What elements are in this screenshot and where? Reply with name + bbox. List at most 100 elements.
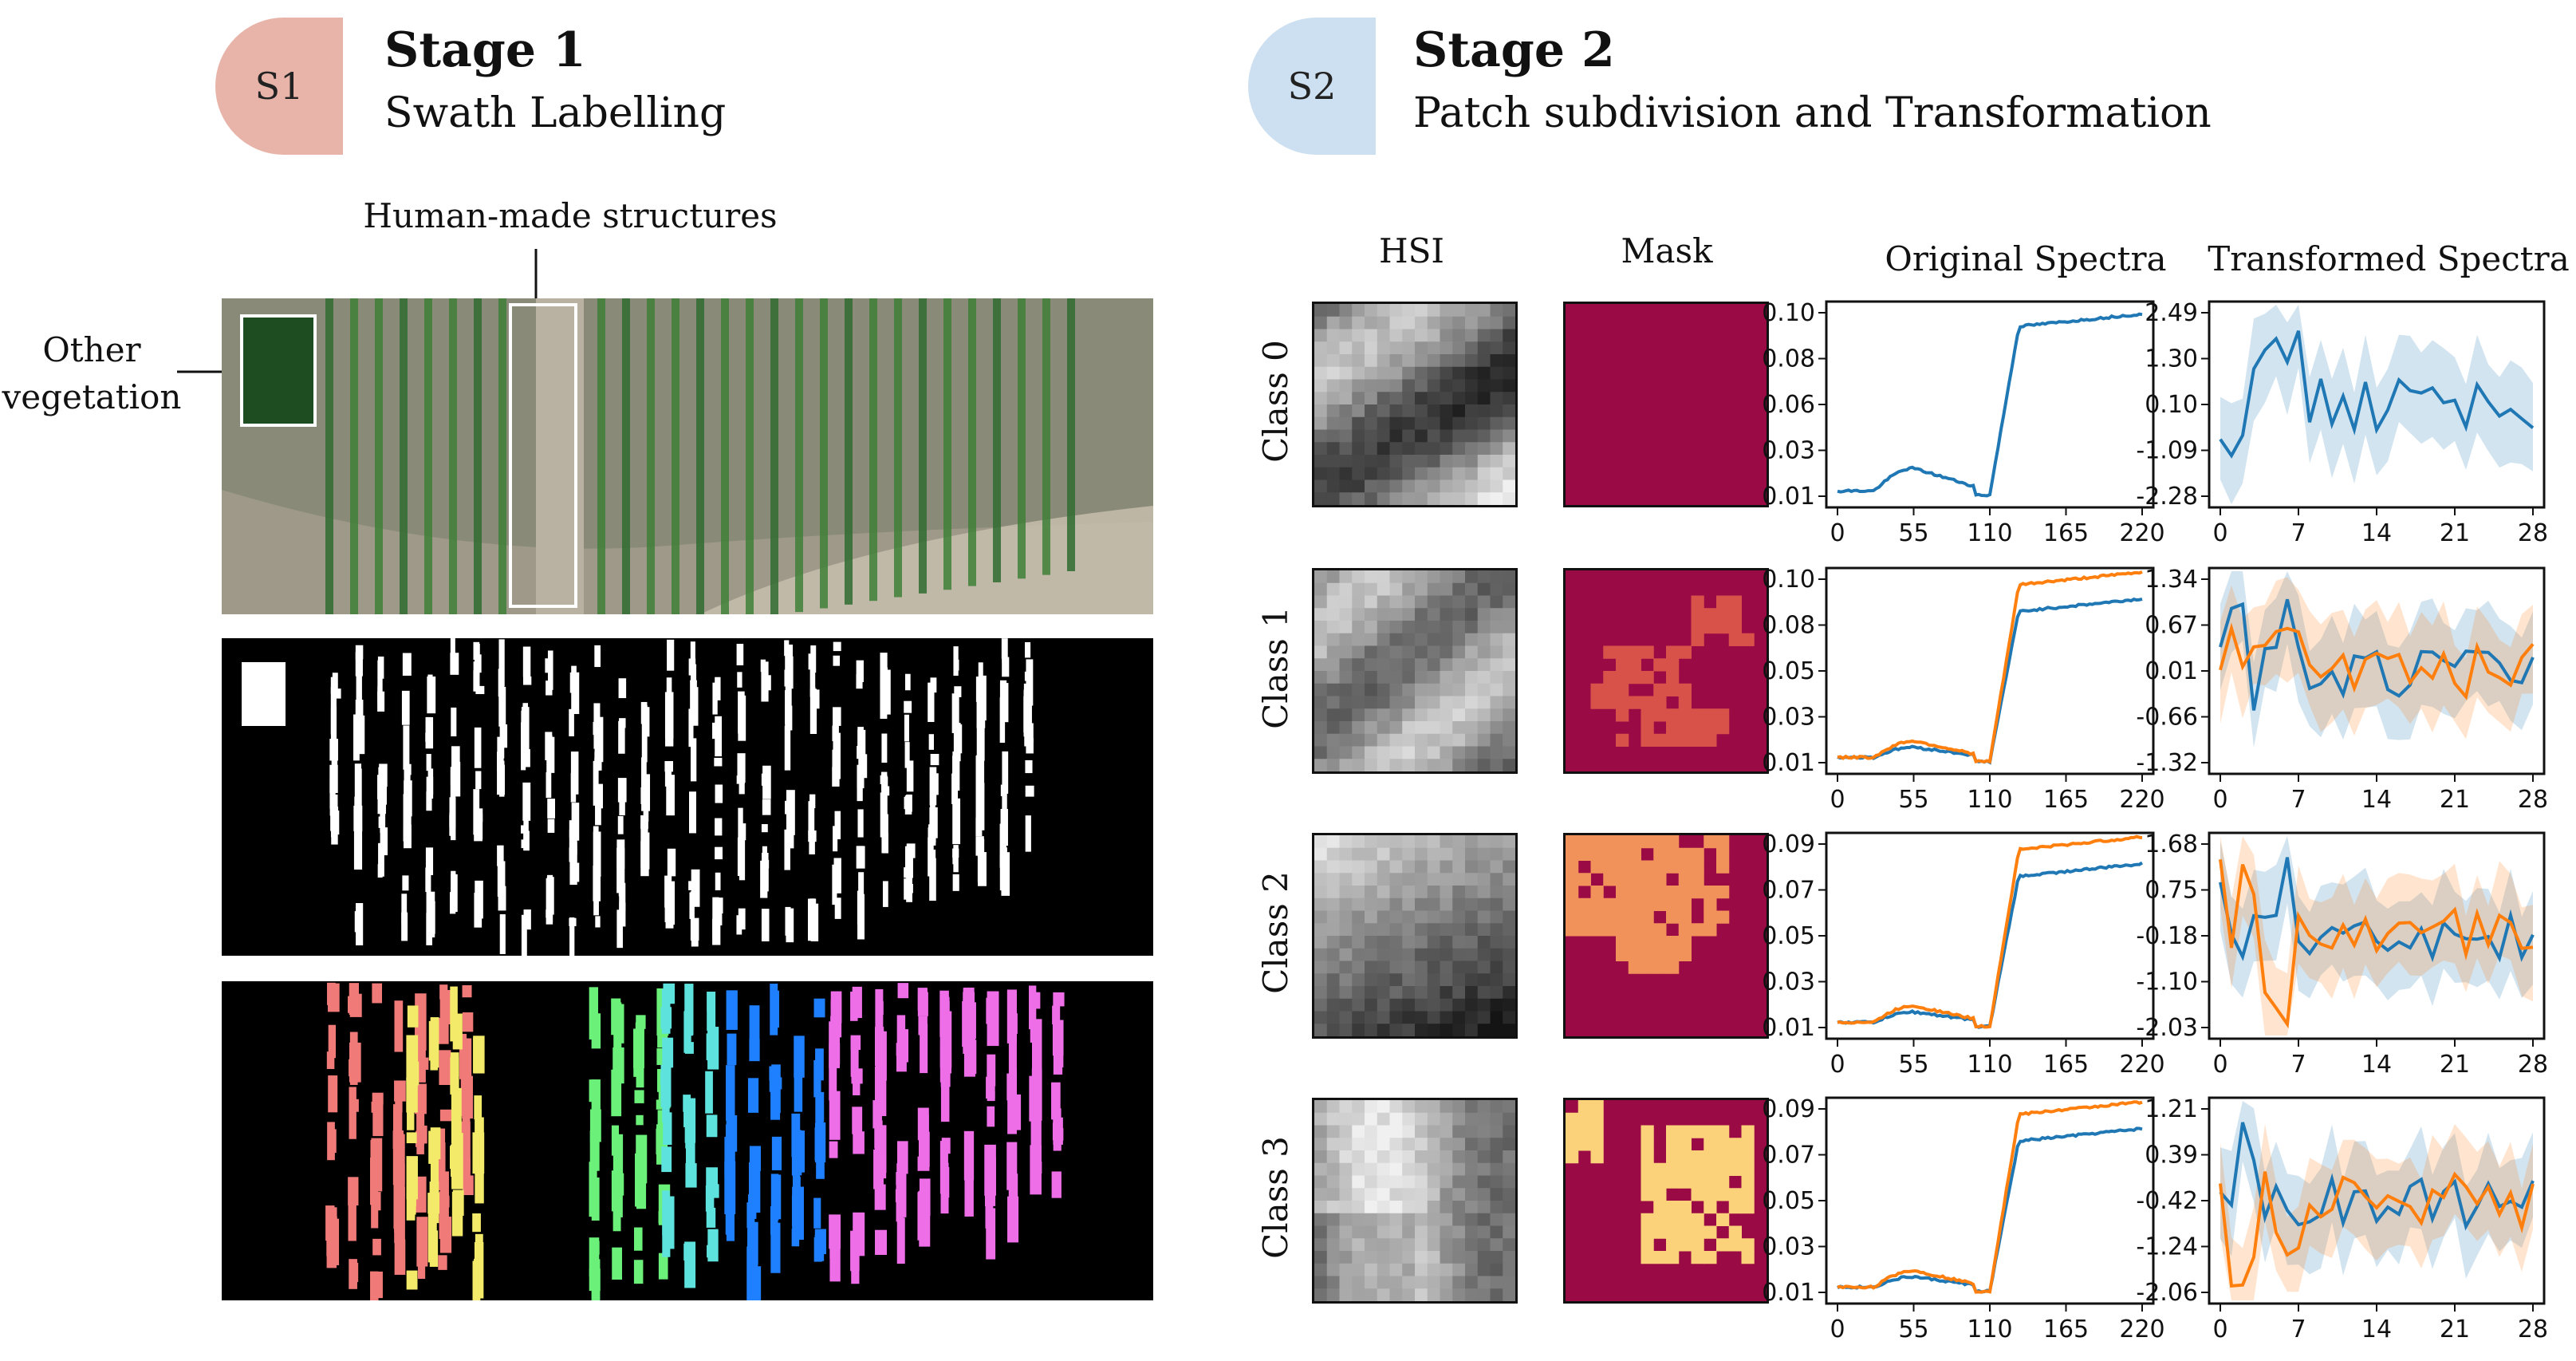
mask-pixel bbox=[1741, 1150, 1755, 1164]
hsi-pixel bbox=[1440, 683, 1453, 696]
hsi-pixel bbox=[1352, 1225, 1365, 1239]
hsi-pixel bbox=[1477, 746, 1491, 759]
hsi-pixel bbox=[1339, 633, 1353, 646]
hsi-pixel bbox=[1352, 696, 1365, 709]
hsi-pixel bbox=[1465, 683, 1479, 696]
hsi-pixel bbox=[1389, 1288, 1403, 1301]
hsi-pixel bbox=[1365, 696, 1378, 709]
mask-pixel bbox=[1691, 1188, 1704, 1201]
hsi-pixel bbox=[1440, 316, 1453, 329]
x-tick-label: 110 bbox=[1967, 1051, 2012, 1079]
vegetation-pixel bbox=[475, 771, 482, 790]
labelled-pixel bbox=[462, 984, 472, 998]
hsi-pixel bbox=[1365, 658, 1378, 672]
x-tick-label: 165 bbox=[2043, 519, 2089, 547]
mask-pixel bbox=[1578, 835, 1591, 849]
hsi-pixel bbox=[1389, 1188, 1403, 1201]
hsi-pixel bbox=[1452, 1188, 1466, 1201]
hsi-pixel bbox=[1402, 492, 1416, 505]
hsi-pixel bbox=[1365, 467, 1378, 480]
vegetation-pixel bbox=[880, 653, 888, 690]
hsi-pixel bbox=[1465, 1138, 1479, 1151]
hsi-pixel bbox=[1477, 847, 1491, 861]
hsi-pixel bbox=[1352, 1112, 1365, 1126]
hsi-pixel bbox=[1377, 1138, 1390, 1151]
hsi-pixel bbox=[1440, 392, 1453, 405]
hsi-pixel bbox=[1440, 379, 1453, 393]
hsi-pixel bbox=[1415, 1011, 1428, 1024]
labelled-pixel bbox=[685, 1136, 695, 1180]
x-tick-label: 7 bbox=[2290, 519, 2306, 547]
labelled-pixel bbox=[770, 1174, 779, 1221]
hsi-pixel bbox=[1415, 1100, 1428, 1114]
hsi-pixel bbox=[1365, 721, 1378, 735]
std-band-class bbox=[2220, 577, 2533, 740]
hsi-pixel bbox=[1339, 910, 1353, 924]
hsi-pixel bbox=[1440, 1011, 1453, 1024]
hsi-pixel bbox=[1415, 379, 1428, 393]
hsi-pixel bbox=[1314, 759, 1328, 771]
hsi-pixel bbox=[1352, 621, 1365, 634]
hsi-pixel bbox=[1477, 479, 1491, 493]
mask-pixel bbox=[1641, 733, 1654, 747]
vegetation-pixel bbox=[522, 676, 532, 685]
mask-pixel bbox=[1616, 910, 1629, 924]
labelled-pixel bbox=[394, 1080, 406, 1102]
hsi-pixel bbox=[1389, 633, 1403, 646]
hsi-pixel bbox=[1477, 696, 1491, 709]
hsi-pixel bbox=[1415, 316, 1428, 329]
hsi-pixel bbox=[1402, 595, 1416, 609]
vine-row bbox=[1067, 298, 1075, 571]
x-tick-label: 28 bbox=[2518, 519, 2548, 547]
mask-pixel bbox=[1728, 621, 1742, 634]
vegetation-pixel bbox=[690, 738, 697, 782]
hsi-pixel bbox=[1440, 1188, 1453, 1201]
x-tick-label: 55 bbox=[1898, 519, 1928, 547]
vegetation-pixel bbox=[715, 818, 723, 836]
hsi-pixel bbox=[1477, 1024, 1491, 1036]
hsi-pixel bbox=[1477, 1263, 1491, 1276]
hsi-pixel bbox=[1402, 442, 1416, 456]
labelled-pixel bbox=[770, 1075, 781, 1120]
vegetation-pixel bbox=[355, 768, 362, 812]
hsi-pixel bbox=[1427, 683, 1440, 696]
hsi-patch bbox=[1312, 833, 1518, 1039]
hsi-pixel bbox=[1503, 354, 1515, 368]
hsi-pixel bbox=[1326, 683, 1340, 696]
labelled-pixel bbox=[706, 1114, 718, 1138]
hsi-pixel bbox=[1427, 759, 1440, 771]
hsi-pixel bbox=[1490, 442, 1503, 456]
labelled-pixel bbox=[964, 1166, 974, 1217]
hsi-pixel bbox=[1477, 923, 1491, 937]
mask-pixel bbox=[1628, 873, 1641, 886]
hsi-pixel bbox=[1326, 733, 1340, 747]
vegetation-pixel bbox=[928, 827, 936, 846]
plot-frame bbox=[1825, 1096, 2155, 1305]
y-tick-label: 2.49 bbox=[2145, 299, 2198, 327]
mask-pixel bbox=[1691, 633, 1704, 646]
x-tick-label: 7 bbox=[2290, 786, 2306, 814]
mask-pixel bbox=[1691, 1162, 1704, 1176]
hsi-pixel bbox=[1339, 316, 1353, 329]
vine-row bbox=[721, 298, 729, 614]
labelled-pixel bbox=[939, 990, 949, 1037]
hsi-pixel bbox=[1477, 860, 1491, 874]
labelled-pixel bbox=[705, 1071, 713, 1114]
hsi-pixel bbox=[1490, 341, 1503, 355]
hsi-pixel bbox=[1490, 595, 1503, 609]
hsi-pixel bbox=[1314, 708, 1328, 722]
hsi-pixel bbox=[1352, 1213, 1365, 1226]
vegetation-pixel bbox=[689, 791, 696, 834]
hsi-pixel bbox=[1402, 404, 1416, 418]
hsi-pixel bbox=[1402, 897, 1416, 911]
hsi-pixel bbox=[1503, 897, 1515, 911]
hsi-pixel bbox=[1377, 721, 1390, 735]
mask-pixel bbox=[1691, 708, 1704, 722]
hsi-pixel bbox=[1377, 354, 1390, 368]
vegetation-pixel bbox=[760, 860, 768, 898]
hsi-pixel bbox=[1339, 621, 1353, 634]
vine-row bbox=[449, 298, 457, 614]
hsi-pixel bbox=[1326, 961, 1340, 974]
vegetation-pixel bbox=[737, 837, 745, 877]
hsi-pixel bbox=[1427, 1238, 1440, 1252]
